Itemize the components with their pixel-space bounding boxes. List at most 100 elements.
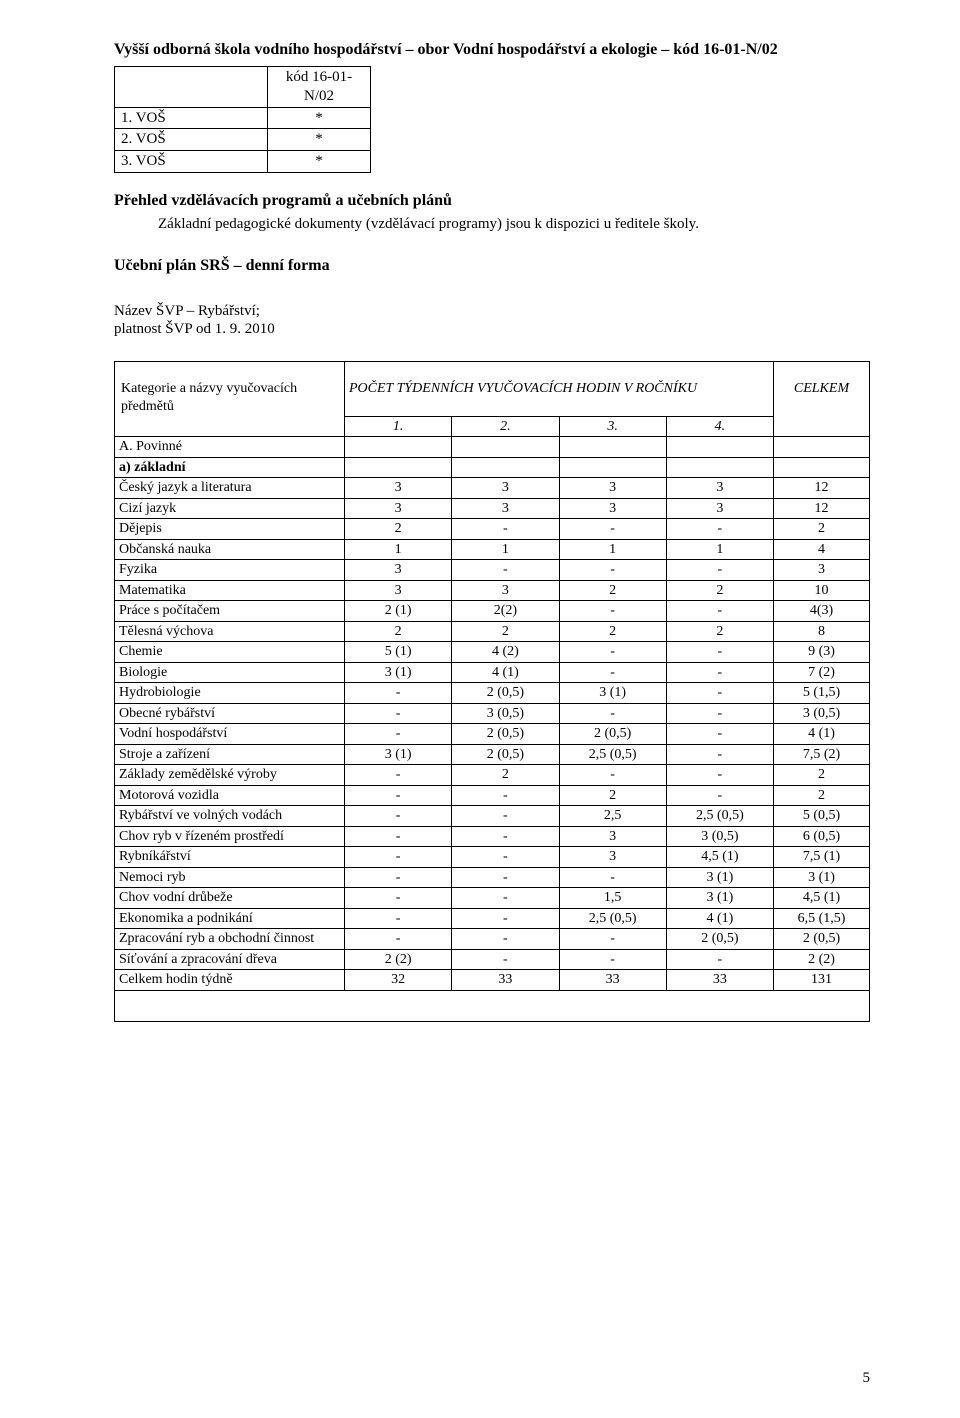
subject-value: - xyxy=(345,867,452,888)
subject-total: 4 xyxy=(774,539,870,560)
subject-value: - xyxy=(559,949,666,970)
table-row: Obecné rybářství-3 (0,5)--3 (0,5) xyxy=(115,703,870,724)
subject-name: Nemoci ryb xyxy=(115,867,345,888)
curriculum-table: Kategorie a názvy vyučovacích předmětů P… xyxy=(114,361,870,1022)
overview-text: Základní pedagogické dokumenty (vzděláva… xyxy=(158,215,870,234)
table-row: Vodní hospodářství-2 (0,5)2 (0,5)-4 (1) xyxy=(115,724,870,745)
subject-name: Cizí jazyk xyxy=(115,498,345,519)
table-row: Nemoci ryb---3 (1)3 (1) xyxy=(115,867,870,888)
vos-row-label: 3. VOŠ xyxy=(115,151,268,173)
table-row: Chov vodní drůbeže--1,53 (1)4,5 (1) xyxy=(115,888,870,909)
section-a-sub-row: a) základní xyxy=(115,457,870,478)
subject-total: 4(3) xyxy=(774,601,870,622)
subject-value: 3 xyxy=(559,847,666,868)
subject-value: 33 xyxy=(452,970,559,991)
subject-name: Zpracování ryb a obchodní činnost xyxy=(115,929,345,950)
subject-value: 3 xyxy=(559,826,666,847)
year-4: 4. xyxy=(666,416,773,437)
subject-value: 2 xyxy=(559,621,666,642)
subject-value: 2 xyxy=(559,580,666,601)
subject-value: 4 (1) xyxy=(452,662,559,683)
table-row: Občanská nauka11114 xyxy=(115,539,870,560)
subject-total: 2 xyxy=(774,785,870,806)
subject-value: - xyxy=(559,867,666,888)
subject-total: 7,5 (2) xyxy=(774,744,870,765)
subject-value: 3 xyxy=(559,478,666,499)
subject-value: 2 (2) xyxy=(345,949,452,970)
subject-value: - xyxy=(666,703,773,724)
vos-row-label: 2. VOŠ xyxy=(115,129,268,151)
subject-total: 8 xyxy=(774,621,870,642)
year-2: 2. xyxy=(452,416,559,437)
subject-value: - xyxy=(452,929,559,950)
subject-value: - xyxy=(559,929,666,950)
subject-value: - xyxy=(666,949,773,970)
subject-value: 3 (0,5) xyxy=(666,826,773,847)
section-a-label: A. Povinné xyxy=(115,437,345,458)
subject-total: 3 (1) xyxy=(774,867,870,888)
table-row: Rybníkářství--34,5 (1)7,5 (1) xyxy=(115,847,870,868)
subject-value: - xyxy=(559,560,666,581)
vos-code-table: kód 16-01-N/02 1. VOŠ*2. VOŠ*3. VOŠ* xyxy=(114,66,371,173)
subject-value: 2 (0,5) xyxy=(452,724,559,745)
subject-name: Český jazyk a literatura xyxy=(115,478,345,499)
header-subject: Kategorie a názvy vyučovacích předmětů xyxy=(115,362,345,437)
subject-total: 12 xyxy=(774,478,870,499)
subject-value: 4 (2) xyxy=(452,642,559,663)
table-row: Práce s počítačem2 (1)2(2)--4(3) xyxy=(115,601,870,622)
table-row: Chov ryb v řízeném prostředí--33 (0,5)6 … xyxy=(115,826,870,847)
subject-value: 2,5 (0,5) xyxy=(666,806,773,827)
subject-total: 7 (2) xyxy=(774,662,870,683)
subject-value: - xyxy=(452,806,559,827)
section-a-sub-label: a) základní xyxy=(115,457,345,478)
subject-name: Rybářství ve volných vodách xyxy=(115,806,345,827)
table-row: Stroje a zařízení3 (1)2 (0,5)2,5 (0,5)-7… xyxy=(115,744,870,765)
subject-value: 2,5 (0,5) xyxy=(559,744,666,765)
svp-name: Název ŠVP – Rybářství; xyxy=(114,302,870,321)
subject-value: - xyxy=(452,560,559,581)
table-row: Biologie3 (1)4 (1)--7 (2) xyxy=(115,662,870,683)
subject-value: - xyxy=(666,662,773,683)
subject-name: Fyzika xyxy=(115,560,345,581)
subject-value: - xyxy=(452,847,559,868)
page-number: 5 xyxy=(863,1369,871,1388)
subject-value: - xyxy=(452,785,559,806)
table-row: Hydrobiologie-2 (0,5)3 (1)-5 (1,5) xyxy=(115,683,870,704)
subject-total: 2 xyxy=(774,519,870,540)
subject-name: Motorová vozidla xyxy=(115,785,345,806)
subject-total: 7,5 (1) xyxy=(774,847,870,868)
subject-value: - xyxy=(345,765,452,786)
subject-value: 2,5 xyxy=(559,806,666,827)
table-row: Rybářství ve volných vodách--2,52,5 (0,5… xyxy=(115,806,870,827)
subject-value: - xyxy=(345,806,452,827)
subject-value: 2 (0,5) xyxy=(452,744,559,765)
subject-value: - xyxy=(345,785,452,806)
subject-value: - xyxy=(345,908,452,929)
subject-value: 4,5 (1) xyxy=(666,847,773,868)
subject-value: - xyxy=(666,642,773,663)
table-row: Chemie5 (1)4 (2)--9 (3) xyxy=(115,642,870,663)
subject-value: - xyxy=(666,724,773,745)
table-row: Dějepis2---2 xyxy=(115,519,870,540)
subject-value: - xyxy=(452,519,559,540)
table-row: Základy zemědělské výroby-2--2 xyxy=(115,765,870,786)
subject-value: - xyxy=(345,703,452,724)
subject-total: 131 xyxy=(774,970,870,991)
subject-value: 2 xyxy=(452,621,559,642)
subject-value: 4 (1) xyxy=(666,908,773,929)
subject-value: 2 xyxy=(666,580,773,601)
subject-value: - xyxy=(559,642,666,663)
subject-value: 3 (1) xyxy=(666,888,773,909)
subject-total: 5 (0,5) xyxy=(774,806,870,827)
subject-name: Celkem hodin týdně xyxy=(115,970,345,991)
table-row: Tělesná výchova22228 xyxy=(115,621,870,642)
subject-value: 3 xyxy=(666,498,773,519)
vos-header-label xyxy=(115,67,268,108)
subject-total: 3 (0,5) xyxy=(774,703,870,724)
subject-total: 12 xyxy=(774,498,870,519)
subject-name: Chov vodní drůbeže xyxy=(115,888,345,909)
subject-total: 9 (3) xyxy=(774,642,870,663)
subject-value: - xyxy=(345,826,452,847)
subject-value: 2(2) xyxy=(452,601,559,622)
subject-value: 3 (0,5) xyxy=(452,703,559,724)
